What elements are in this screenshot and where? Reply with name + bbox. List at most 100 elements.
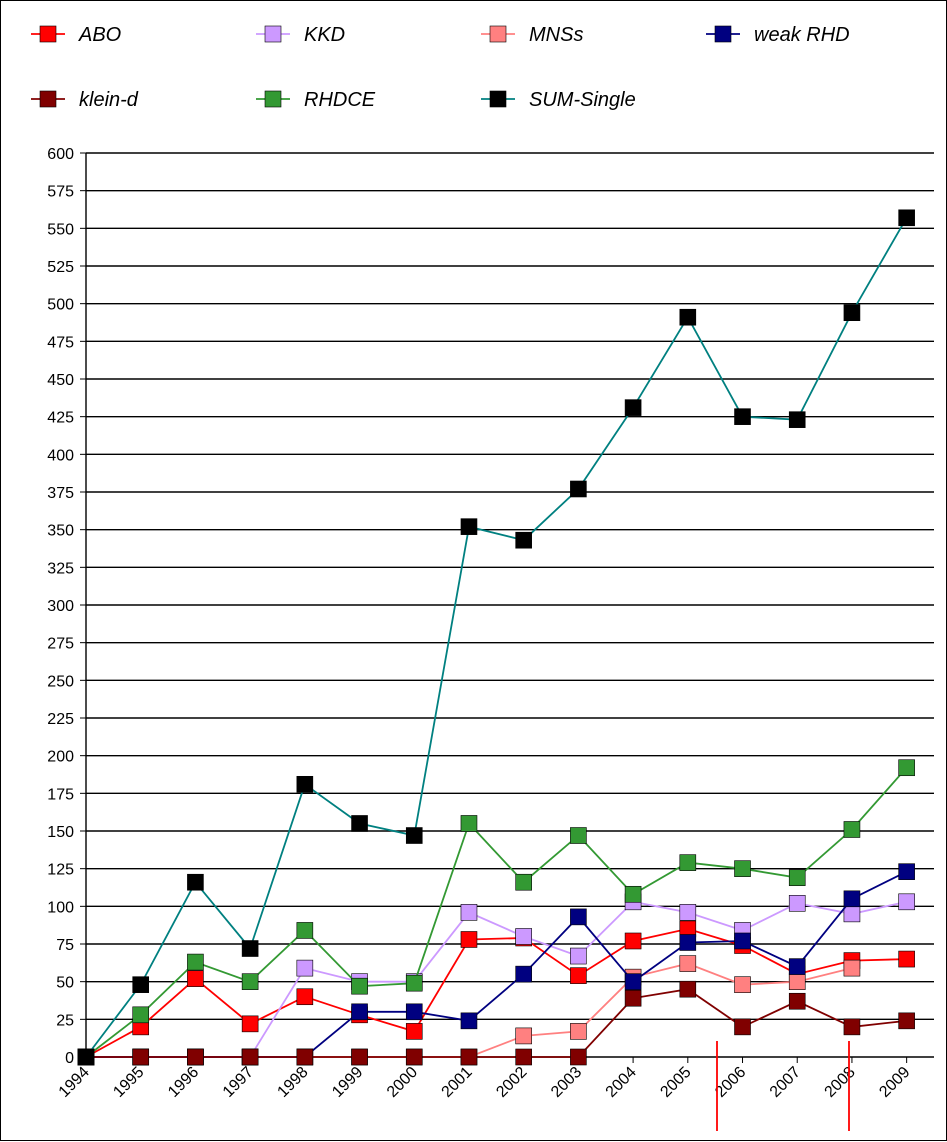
data-point-marker [898, 759, 915, 777]
x-tick-label: 1995 [110, 1064, 147, 1101]
data-point-marker [296, 922, 314, 939]
data-point-marker [679, 854, 697, 871]
data-point-marker [296, 988, 314, 1006]
series-line [86, 988, 907, 1058]
data-point-marker [241, 1048, 259, 1066]
legend-item-mnss: MNSs [481, 24, 583, 46]
y-tick-label: 75 [56, 937, 74, 954]
data-point-marker [679, 934, 697, 951]
x-tick-label: 1997 [220, 1064, 257, 1101]
y-tick-label: 475 [47, 334, 74, 351]
data-point-marker [187, 953, 204, 971]
y-tick-label: 500 [47, 297, 74, 314]
data-point-marker [460, 1048, 478, 1066]
x-tick-label: 2003 [548, 1064, 585, 1101]
data-point-marker [405, 974, 423, 992]
data-point-marker [898, 893, 915, 911]
x-tick-label: 2000 [384, 1064, 421, 1101]
data-point-marker [515, 873, 532, 891]
data-point-marker [296, 1048, 314, 1066]
legend-item-klein-d: klein-d [31, 89, 139, 111]
x-tick-label: 2001 [439, 1064, 476, 1101]
y-tick-label: 525 [47, 259, 74, 276]
x-tick-label: 2007 [767, 1064, 804, 1101]
y-tick-label: 600 [47, 146, 74, 163]
data-point-marker [351, 815, 368, 832]
data-point-marker [132, 1048, 150, 1066]
y-tick-label: 375 [47, 485, 74, 502]
data-point-marker [405, 1048, 423, 1066]
series-line [85, 927, 907, 1058]
y-tick-label: 150 [47, 824, 74, 841]
data-point-marker [788, 411, 806, 428]
legend-marker [264, 25, 282, 43]
data-point-marker [187, 873, 204, 891]
annotations [716, 1041, 850, 1131]
data-point-marker [515, 965, 532, 983]
legend-item-weak-rhd: weak RHD [706, 24, 850, 46]
data-point-marker [570, 827, 587, 844]
data-point-marker [460, 1012, 478, 1030]
data-point-marker [570, 1023, 587, 1040]
x-tick-label: 1999 [329, 1064, 366, 1101]
data-point-marker [624, 932, 642, 950]
legend-item-rhdce: RHDCE [256, 89, 376, 111]
y-tick-label: 25 [56, 1012, 74, 1029]
data-point-marker [843, 890, 861, 908]
legend-label: MNSs [529, 24, 583, 46]
data-point-marker [788, 973, 806, 990]
legend-marker [714, 25, 732, 43]
x-tick-label: 2009 [876, 1064, 913, 1101]
data-point-marker [624, 399, 642, 416]
series-klein-d [77, 980, 915, 1066]
y-tick-label: 50 [56, 975, 74, 992]
x-tick-label: 2005 [657, 1064, 694, 1101]
data-point-marker [843, 304, 861, 322]
data-point-marker [351, 1003, 368, 1021]
data-point-marker [187, 970, 204, 987]
legend-item-abo: ABO [31, 24, 121, 46]
series-lines [77, 209, 915, 1066]
data-point-marker [843, 1018, 861, 1036]
x-tick-label: 1998 [274, 1064, 311, 1101]
data-point-marker [132, 976, 150, 993]
y-tick-label: 250 [47, 673, 74, 690]
data-point-marker [788, 992, 806, 1010]
data-point-marker [570, 967, 587, 984]
data-point-marker [624, 885, 642, 903]
data-point-marker [460, 518, 478, 535]
y-tick-label: 225 [47, 711, 74, 728]
data-point-marker [241, 973, 259, 990]
data-point-marker [570, 480, 587, 498]
legend-marker [489, 90, 507, 108]
y-tick-label: 200 [47, 749, 74, 766]
data-point-marker [187, 1048, 204, 1066]
data-point-marker [843, 905, 861, 923]
data-point-marker [898, 1012, 915, 1030]
data-point-marker [843, 959, 861, 977]
data-point-marker [515, 1048, 532, 1066]
data-point-marker [679, 904, 697, 921]
y-tick-label: 125 [47, 862, 74, 879]
data-point-marker [515, 1027, 532, 1045]
legend-label: klein-d [79, 89, 139, 111]
legend-label: RHDCE [304, 89, 376, 111]
data-point-marker [241, 1015, 259, 1033]
x-tick-label: 1996 [165, 1064, 202, 1101]
y-tick-label: 450 [47, 372, 74, 389]
y-tick-label: 425 [47, 410, 74, 427]
y-tick-label: 175 [47, 786, 74, 803]
data-point-marker [679, 955, 697, 972]
legend-marker [264, 90, 282, 108]
data-point-marker [460, 815, 478, 832]
data-point-marker [734, 1018, 751, 1036]
data-point-marker [132, 1006, 150, 1024]
legend-label: KKD [304, 24, 345, 46]
series-line [85, 767, 908, 1058]
y-tick-label: 0 [65, 1050, 74, 1067]
tick-labels: 0 25 50 75 100 125 150 175 200 225 250 275 300 325 350… [47, 146, 913, 1101]
y-tick-label: 350 [47, 523, 74, 540]
series-line [85, 217, 908, 1058]
data-point-marker [296, 959, 314, 977]
